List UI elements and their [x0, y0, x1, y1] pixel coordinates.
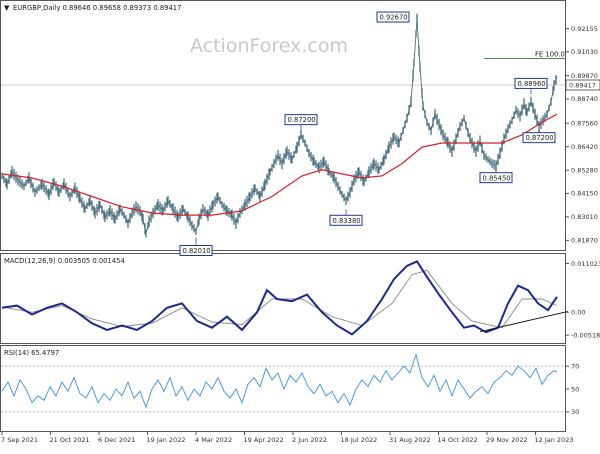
- annotation-box: [522, 132, 556, 144]
- rsi-tick-label: 70: [571, 362, 579, 370]
- x-tick-label: 18 Jul 2022: [341, 436, 378, 444]
- annotation-label: 0.92670: [380, 14, 408, 22]
- fe-level-label: FE 100.0: [535, 51, 565, 59]
- rsi-series: [1, 353, 565, 413]
- rsi-panel-frame: [0, 345, 566, 432]
- current-price-box: [565, 79, 600, 91]
- rsi-tick-label: 30: [571, 408, 579, 416]
- macd-trendline: [479, 310, 569, 333]
- annotation-box: [514, 77, 548, 89]
- price-tick-label: 0.85280: [571, 166, 598, 174]
- price-line: [1, 19, 558, 234]
- rsi-tick-label: 50: [571, 385, 579, 393]
- x-tick-label: 4 Mar 2022: [195, 436, 232, 444]
- rsi-title: RSI(14) 65.4797: [4, 349, 59, 357]
- x-tick-label: 12 Jan 2023: [535, 436, 574, 444]
- price-tick-label: 0.91030: [571, 48, 598, 56]
- annotation-box: [479, 172, 513, 184]
- x-tick-label: 7 Sep 2021: [1, 436, 38, 444]
- price-tick-label: 0.89870: [571, 72, 598, 80]
- x-tick-label: 19 Jan 2022: [147, 436, 186, 444]
- annotation-label: 0.85450: [483, 174, 511, 182]
- price-tick-label: 0.92155: [571, 25, 598, 33]
- price-tick-label: 0.81870: [571, 237, 598, 245]
- watermark: ActionForex.com: [190, 35, 348, 57]
- price-annotations: 0.92670 0.87200 0.88960 0.87200 0.85450 0.833…: [179, 11, 556, 256]
- macd-tick-label: 0.011023: [571, 260, 600, 268]
- price-tick-label: 0.83010: [571, 213, 598, 221]
- price-tick-label: 0.88740: [571, 95, 598, 103]
- price-tick-label: 0.84150: [571, 190, 598, 198]
- current-price-label: 0.89417: [569, 82, 596, 90]
- x-tick-label: 31 Aug 2022: [389, 436, 431, 444]
- annotation-box: [376, 11, 410, 23]
- x-tick-label: 19 Apr 2022: [244, 436, 284, 444]
- macd-tick-label: -0.005182: [571, 331, 600, 339]
- annotation-label: 0.88960: [518, 80, 546, 88]
- macd-line: [1, 260, 558, 336]
- moving-average-line: [1, 113, 558, 216]
- x-tick-label: 14 Oct 2022: [438, 436, 478, 444]
- annotation-box: [329, 214, 363, 226]
- price-axis: 0.92155 0.91030 0.89870 0.88740 0.87560 0.864…: [565, 25, 600, 245]
- price-title: EURGBP,Daily 0.89646 0.89658 0.89373 0.8…: [13, 4, 181, 12]
- annotation-label: 0.82010: [183, 247, 211, 255]
- rsi-line: [1, 353, 558, 409]
- x-tick-label: 6 Dec 2021: [98, 436, 135, 444]
- price-tick-label: 0.87560: [571, 120, 598, 128]
- annotation-box: [284, 114, 318, 126]
- annotation-box: [179, 245, 213, 256]
- macd-panel-frame: [0, 253, 566, 344]
- x-tick-label: 21 Oct 2021: [50, 436, 90, 444]
- x-tick-label: 2 Jun 2022: [292, 436, 327, 444]
- x-tick-label: 29 Nov 2022: [486, 436, 528, 444]
- annotation-label: 0.83380: [333, 217, 361, 225]
- x-axis: 7 Sep 2021 21 Oct 2021 6 Dec 2021 19 Jan 20…: [1, 431, 573, 444]
- macd-tick-label: 0.00: [571, 309, 585, 317]
- price-series: [1, 13, 558, 238]
- macd-axis: 0.011023 0.00 -0.005182: [565, 260, 600, 339]
- price-tick-label: 0.86420: [571, 143, 598, 151]
- macd-series: [1, 260, 569, 336]
- macd-title: MACD(12,26,9) 0.003505 0.001454: [4, 257, 125, 265]
- collapse-arrow-icon[interactable]: ▼: [4, 4, 10, 12]
- annotation-label: 0.87200: [288, 116, 316, 124]
- price-grid: FE 100.0: [1, 51, 565, 86]
- annotation-label: 0.87200: [526, 134, 554, 142]
- rsi-axis: 70 50 30: [565, 362, 579, 416]
